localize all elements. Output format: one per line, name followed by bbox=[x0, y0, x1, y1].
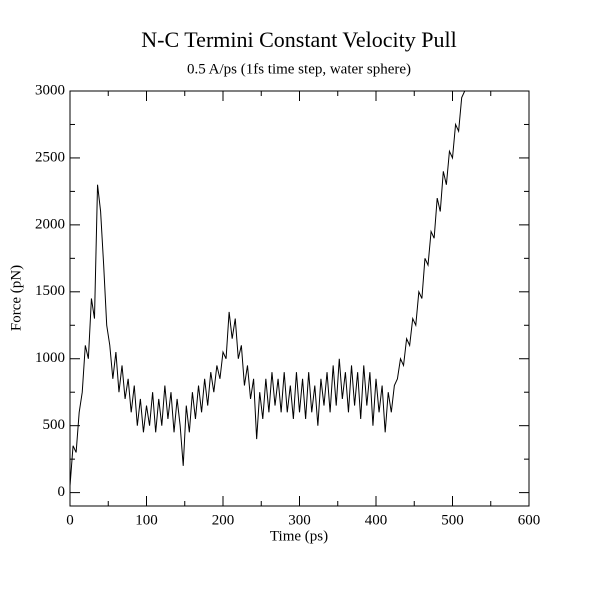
x-tick-label: 400 bbox=[365, 512, 388, 528]
x-axis-label: Time (ps) bbox=[270, 528, 328, 544]
chart-subtitle: 0.5 A/ps (1fs time step, water sphere) bbox=[187, 61, 411, 77]
y-tick-label: 1500 bbox=[35, 283, 65, 299]
y-tick-label: 3000 bbox=[35, 82, 65, 98]
x-tick-label: 100 bbox=[135, 512, 158, 528]
y-tick-label: 2000 bbox=[35, 216, 65, 232]
x-tick-label: 0 bbox=[66, 512, 74, 528]
y-tick-label: 2500 bbox=[35, 149, 65, 165]
x-tick-label: 200 bbox=[212, 512, 235, 528]
y-tick-label: 1000 bbox=[35, 350, 65, 366]
x-tick-label: 500 bbox=[441, 512, 464, 528]
x-tick-label: 300 bbox=[288, 512, 311, 528]
x-tick-label: 600 bbox=[518, 512, 541, 528]
chart-title: N-C Termini Constant Velocity Pull bbox=[141, 27, 456, 52]
y-axis-label: Force (pN) bbox=[8, 265, 24, 331]
data-line bbox=[69, 90, 466, 486]
y-tick-label: 0 bbox=[58, 484, 66, 500]
y-tick-label: 500 bbox=[43, 417, 66, 433]
